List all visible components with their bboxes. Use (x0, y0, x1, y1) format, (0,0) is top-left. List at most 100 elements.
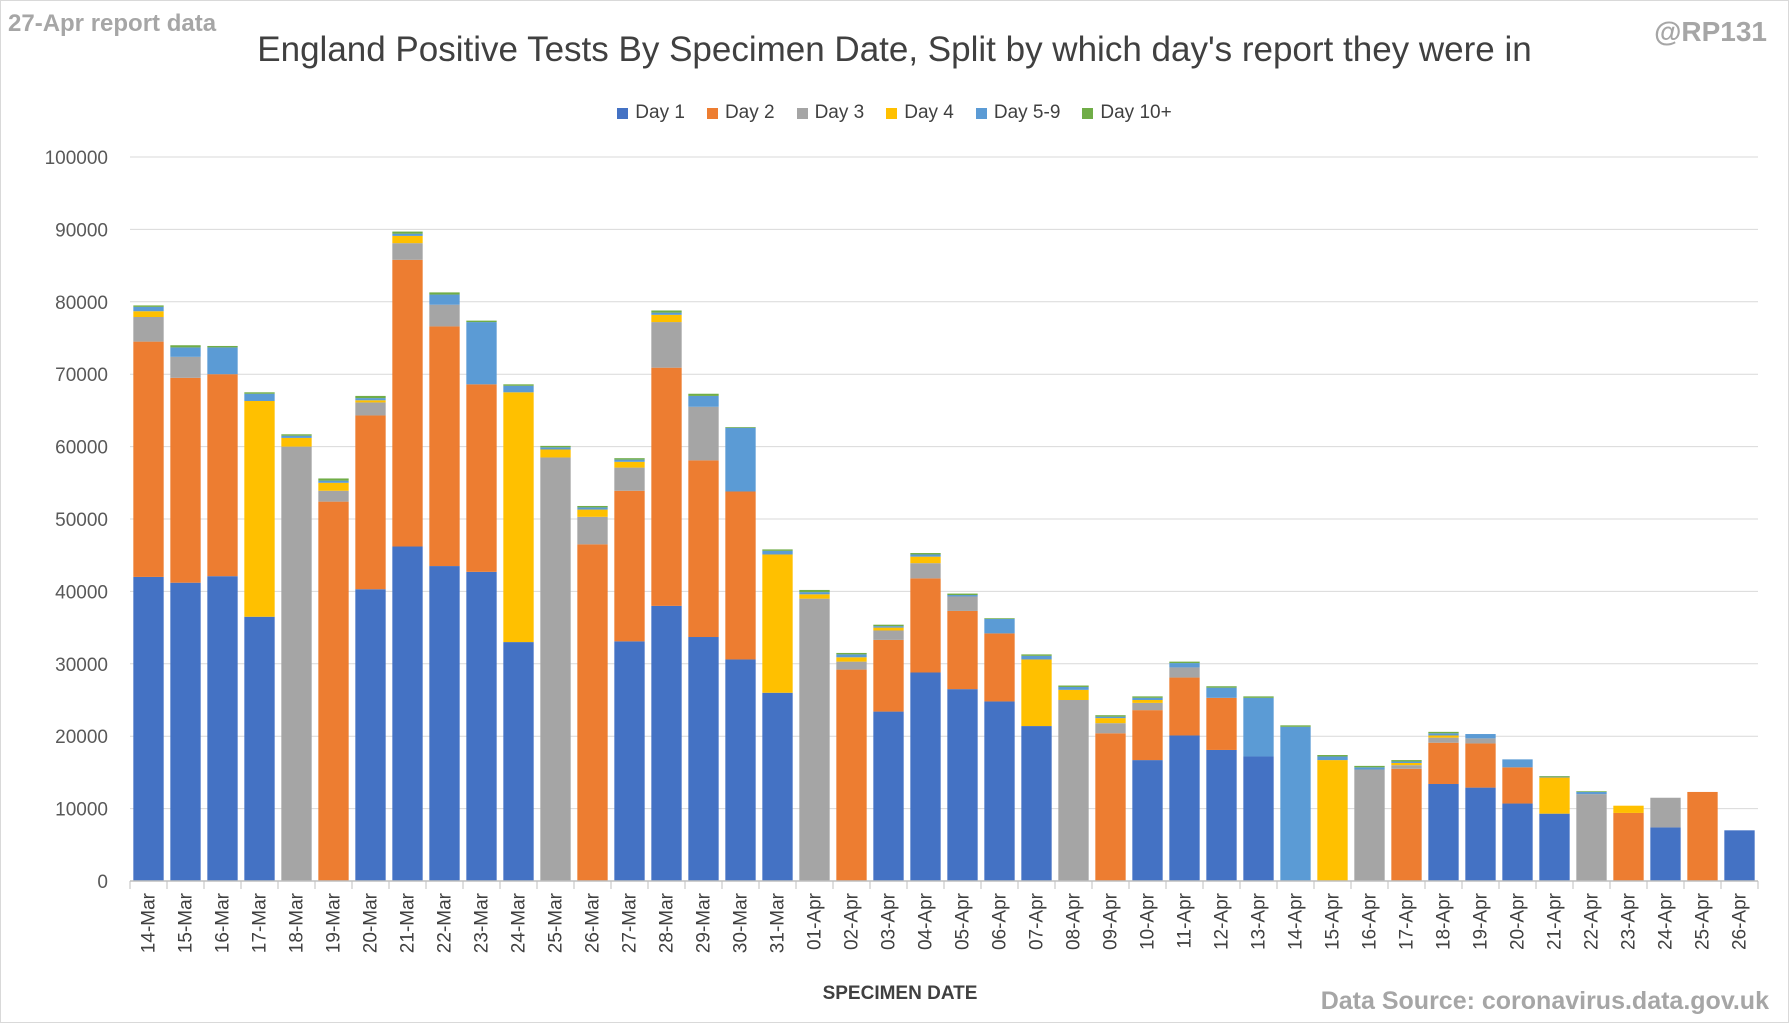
bar-segment[interactable] (429, 292, 460, 295)
bar-segment[interactable] (1539, 813, 1570, 881)
bar-segment[interactable] (1428, 742, 1459, 784)
bar-segment[interactable] (1650, 797, 1681, 828)
bar-segment[interactable] (133, 317, 164, 342)
bar-segment[interactable] (503, 392, 534, 643)
bar-segment[interactable] (947, 595, 978, 597)
bar-segment[interactable] (1317, 755, 1348, 757)
bar-segment[interactable] (1206, 686, 1237, 688)
bar-segment[interactable] (281, 446, 312, 881)
bar-segment[interactable] (614, 641, 645, 881)
bar-segment[interactable] (762, 554, 793, 693)
bar-segment[interactable] (1132, 710, 1163, 761)
bar-segment[interactable] (577, 544, 608, 881)
bar-segment[interactable] (133, 576, 164, 881)
bar-segment[interactable] (170, 356, 201, 378)
bar-segment[interactable] (984, 618, 1015, 619)
bar-segment[interactable] (1132, 697, 1163, 700)
bar-segment[interactable] (577, 509, 608, 517)
bar-segment[interactable] (392, 243, 423, 260)
bar-segment[interactable] (614, 458, 645, 460)
bar-segment[interactable] (836, 661, 867, 670)
bar-segment[interactable] (1317, 760, 1348, 881)
bar-segment[interactable] (318, 490, 349, 502)
bar-segment[interactable] (1465, 743, 1496, 788)
bar-segment[interactable] (429, 304, 460, 327)
bar-segment[interactable] (355, 589, 386, 881)
bar-segment[interactable] (355, 415, 386, 590)
bar-segment[interactable] (1428, 735, 1459, 738)
bar-segment[interactable] (984, 633, 1015, 702)
bar-segment[interactable] (207, 347, 238, 375)
bar-segment[interactable] (1391, 762, 1422, 766)
bar-segment[interactable] (244, 392, 275, 394)
bar-segment[interactable] (1095, 716, 1126, 719)
bar-segment[interactable] (947, 593, 978, 596)
bar-segment[interactable] (1576, 794, 1607, 881)
bar-segment[interactable] (1539, 776, 1570, 778)
bar-segment[interactable] (762, 549, 793, 551)
bar-segment[interactable] (1502, 759, 1533, 768)
bar-segment[interactable] (170, 345, 201, 348)
bar-segment[interactable] (466, 320, 497, 323)
bar-segment[interactable] (1465, 787, 1496, 881)
bar-segment[interactable] (1132, 700, 1163, 703)
legend-item-day-1[interactable]: Day 1 (617, 102, 685, 124)
bar-segment[interactable] (873, 624, 904, 627)
bar-segment[interactable] (1280, 725, 1311, 727)
bar-segment[interactable] (1428, 733, 1459, 736)
bar-segment[interactable] (651, 605, 682, 881)
bar-segment[interactable] (1058, 689, 1089, 700)
bar-segment[interactable] (577, 516, 608, 545)
bar-segment[interactable] (318, 478, 349, 481)
bar-segment[interactable] (392, 231, 423, 234)
bar-segment[interactable] (1354, 767, 1385, 770)
bar-segment[interactable] (1576, 791, 1607, 795)
bar-segment[interactable] (392, 235, 423, 244)
bar-segment[interactable] (244, 400, 275, 617)
bar-segment[interactable] (1354, 765, 1385, 768)
bar-segment[interactable] (873, 630, 904, 640)
bar-segment[interactable] (1687, 791, 1718, 881)
legend-item-day-5-9[interactable]: Day 5-9 (975, 102, 1060, 124)
bar-segment[interactable] (1391, 761, 1422, 763)
bar-segment[interactable] (540, 447, 571, 450)
bar-segment[interactable] (503, 642, 534, 881)
bar-segment[interactable] (1169, 667, 1200, 678)
bar-segment[interactable] (1317, 756, 1348, 761)
bar-segment[interactable] (1132, 702, 1163, 711)
bar-segment[interactable] (244, 616, 275, 881)
bar-segment[interactable] (318, 501, 349, 881)
bar-segment[interactable] (429, 326, 460, 567)
bar-segment[interactable] (1539, 776, 1570, 777)
bar-segment[interactable] (1095, 733, 1126, 881)
bar-segment[interactable] (836, 669, 867, 881)
bar-segment[interactable] (1169, 677, 1200, 736)
bar-segment[interactable] (1169, 661, 1200, 664)
bar-segment[interactable] (1280, 726, 1311, 881)
bar-segment[interactable] (1539, 777, 1570, 814)
bar-segment[interactable] (281, 435, 312, 438)
bar-segment[interactable] (429, 566, 460, 881)
bar-segment[interactable] (1021, 655, 1052, 660)
bar-segment[interactable] (1576, 791, 1607, 792)
bar-segment[interactable] (1132, 696, 1163, 698)
bar-segment[interactable] (355, 400, 386, 403)
bar-segment[interactable] (355, 402, 386, 416)
bar-segment[interactable] (392, 259, 423, 547)
bar-segment[interactable] (799, 592, 830, 595)
bar-segment[interactable] (688, 406, 719, 461)
bar-segment[interactable] (1428, 731, 1459, 734)
bar-segment[interactable] (1021, 654, 1052, 656)
bar-segment[interactable] (355, 398, 386, 401)
bar-segment[interactable] (910, 554, 941, 557)
bar-segment[interactable] (725, 491, 756, 660)
bar-segment[interactable] (1354, 769, 1385, 881)
bar-segment[interactable] (1021, 659, 1052, 727)
bar-segment[interactable] (1724, 830, 1755, 881)
bar-segment[interactable] (799, 594, 830, 599)
bar-segment[interactable] (873, 626, 904, 628)
bar-segment[interactable] (1095, 715, 1126, 717)
bar-segment[interactable] (392, 233, 423, 236)
bar-segment[interactable] (577, 507, 608, 510)
bar-segment[interactable] (614, 467, 645, 491)
